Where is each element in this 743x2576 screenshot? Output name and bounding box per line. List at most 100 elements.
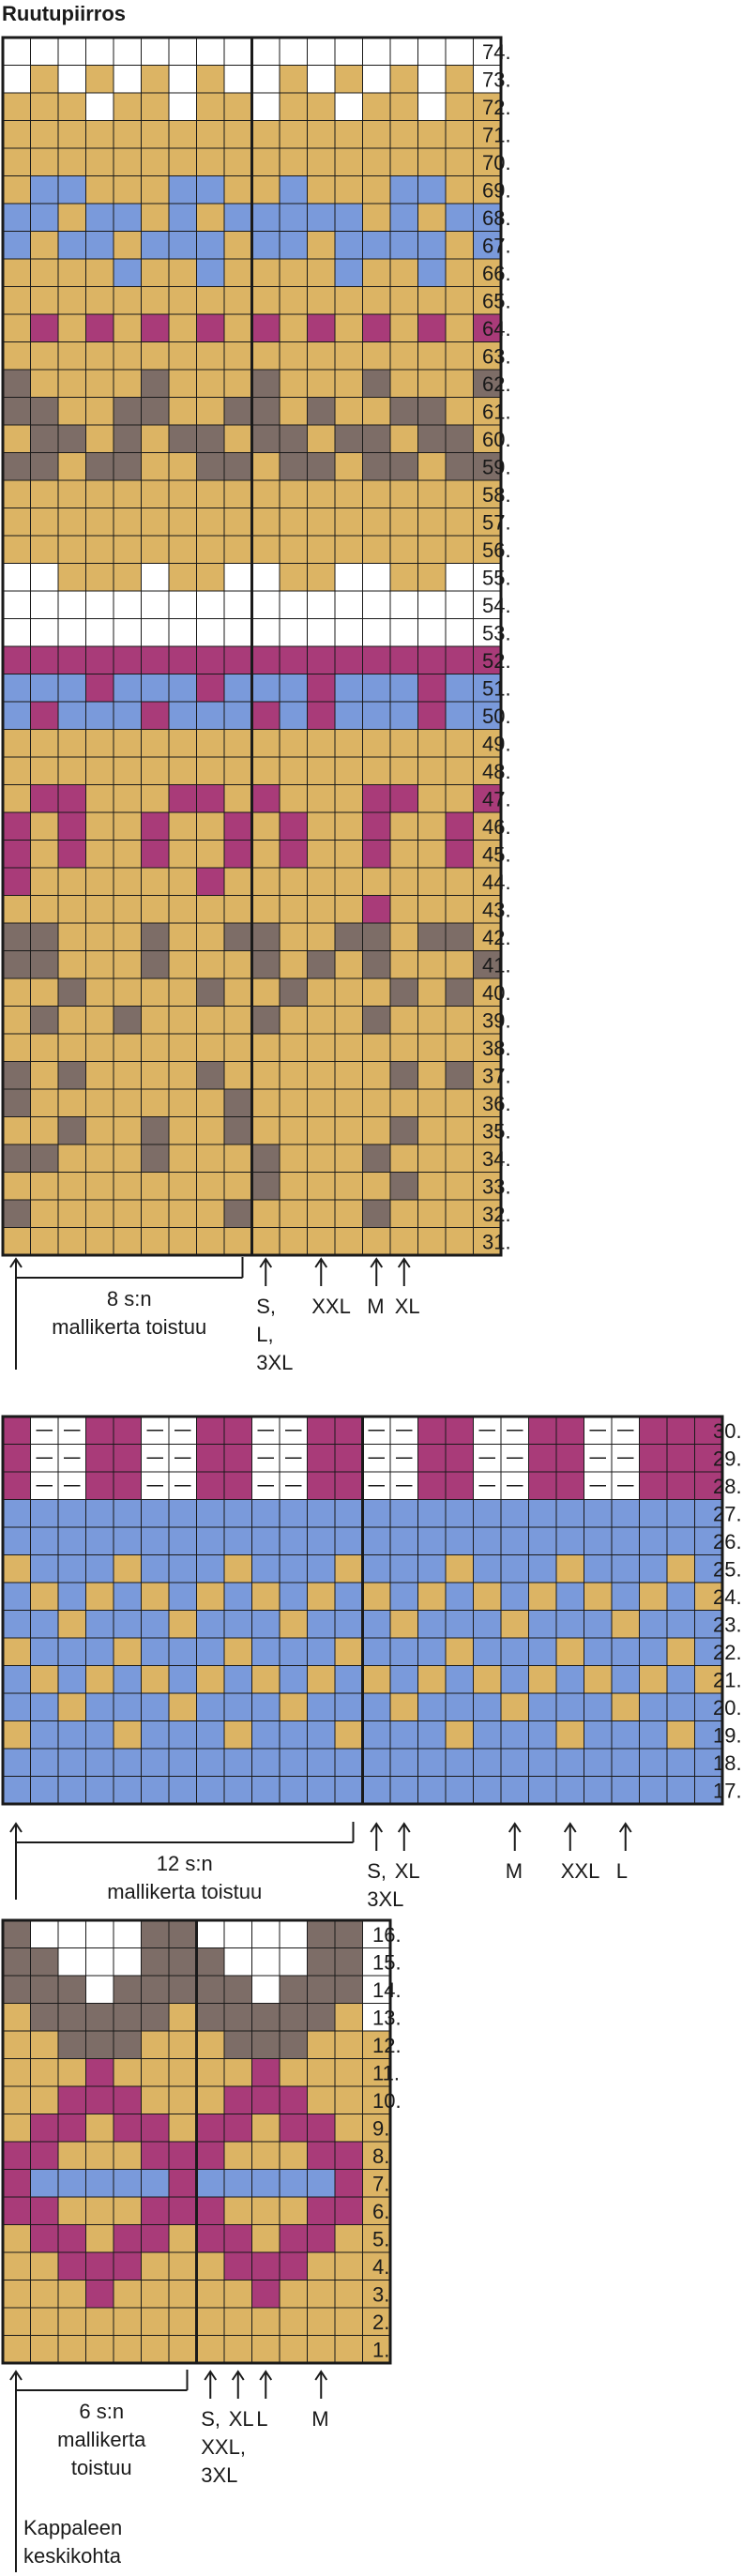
chart-cell xyxy=(196,314,224,342)
chart-cell xyxy=(169,2114,197,2142)
chart-cell xyxy=(114,646,142,674)
chart-cell xyxy=(141,175,169,204)
chart-cell xyxy=(58,2142,86,2170)
chart-cell xyxy=(114,1200,142,1228)
size-arrow xyxy=(370,1257,384,1286)
chart-cell xyxy=(224,370,252,398)
chart-cell xyxy=(58,2114,86,2142)
chart-cell xyxy=(3,231,31,259)
chart-cell xyxy=(141,370,169,398)
chart-cell xyxy=(251,1583,280,1611)
chart-cell xyxy=(473,1034,501,1062)
chart-cell xyxy=(141,259,169,287)
size-label: XXL xyxy=(311,1295,351,1318)
chart-cell xyxy=(224,1089,252,1117)
chart-cell xyxy=(612,1638,640,1666)
chart-cell xyxy=(3,978,31,1007)
chart-cell xyxy=(251,2197,280,2225)
chart-cell xyxy=(251,175,280,204)
chart-cell xyxy=(335,1116,363,1144)
chart-cell xyxy=(114,1472,142,1500)
chart-cell xyxy=(528,1720,556,1749)
chart-cell xyxy=(141,1006,169,1034)
chart-cell xyxy=(30,840,58,868)
chart-cell xyxy=(196,536,224,564)
chart-cell xyxy=(3,425,31,453)
chart-cell xyxy=(85,978,114,1007)
chart-cell xyxy=(362,784,390,812)
chart-cell xyxy=(639,1554,667,1583)
chart-cell xyxy=(251,702,280,730)
row-number-label: 46. xyxy=(482,815,511,839)
chart-cell xyxy=(335,868,363,896)
chart-cell xyxy=(169,2031,197,2059)
chart-cell xyxy=(280,397,308,425)
chart-cell xyxy=(307,1749,335,1777)
chart-cell xyxy=(30,1061,58,1089)
row-number-label: 61. xyxy=(482,400,511,423)
row-number-label: 26. xyxy=(713,1530,742,1553)
size-label: M xyxy=(311,2407,328,2431)
chart-cell xyxy=(473,840,501,868)
chart-cell xyxy=(307,2224,335,2252)
chart-cell xyxy=(280,618,308,646)
chart-cell xyxy=(224,120,252,148)
chart-cell xyxy=(362,2335,390,2363)
chart-cell xyxy=(335,950,363,978)
chart-cell xyxy=(335,563,363,591)
chart-cell xyxy=(196,452,224,480)
chart-cell xyxy=(390,1172,418,1200)
chart-cell xyxy=(85,1417,114,1445)
chart-cell xyxy=(30,148,58,176)
chart-cell xyxy=(335,1976,363,2004)
chart-cell xyxy=(528,1776,556,1804)
chart-cell xyxy=(251,840,280,868)
chart-cell xyxy=(196,923,224,951)
chart-cell xyxy=(169,1527,197,1555)
chart-cell xyxy=(501,1499,529,1527)
chart-cell xyxy=(85,1061,114,1089)
row-number-label: 20. xyxy=(713,1696,742,1720)
chart-cell xyxy=(141,978,169,1007)
size-arrow xyxy=(397,1822,411,1851)
chart-cell xyxy=(85,425,114,453)
chart-cell xyxy=(362,702,390,730)
chart-cell xyxy=(556,1720,584,1749)
chart-cell xyxy=(141,425,169,453)
chart-cell xyxy=(224,1665,252,1693)
chart-cell xyxy=(307,1720,335,1749)
chart-cell xyxy=(30,480,58,508)
chart-cell xyxy=(85,204,114,232)
chart-cell xyxy=(362,1144,390,1173)
chart-cell xyxy=(446,536,474,564)
chart-cell xyxy=(114,1610,142,1638)
chart-cell xyxy=(362,1947,390,1976)
row-number-label: 28. xyxy=(713,1475,742,1498)
chart-cell xyxy=(280,1976,308,2004)
chart-cell xyxy=(417,259,446,287)
chart-cell xyxy=(224,2114,252,2142)
chart-cell xyxy=(335,1061,363,1089)
chart-cell xyxy=(85,1583,114,1611)
chart-cell xyxy=(446,1527,474,1555)
size-arrow xyxy=(204,2370,218,2399)
chart-cell xyxy=(390,93,418,121)
chart-cell xyxy=(612,1554,640,1583)
chart-cell xyxy=(280,2031,308,2059)
chart-cell xyxy=(58,1006,86,1034)
chart-cell xyxy=(501,1720,529,1749)
chart-cell xyxy=(224,1006,252,1034)
chart-cell xyxy=(58,840,86,868)
chart-cell xyxy=(196,1116,224,1144)
chart-cell xyxy=(114,1444,142,1472)
chart-cell xyxy=(307,452,335,480)
chart-cell xyxy=(362,1172,390,1200)
chart-cell xyxy=(335,757,363,785)
chart-cell xyxy=(362,1976,390,2004)
page-title: Ruutupiirros xyxy=(2,2,126,25)
chart-cell xyxy=(114,895,142,923)
lower-chart xyxy=(1,1918,392,2391)
chart-cell xyxy=(446,591,474,619)
chart-cell xyxy=(473,1638,501,1666)
chart-cell xyxy=(335,2197,363,2225)
